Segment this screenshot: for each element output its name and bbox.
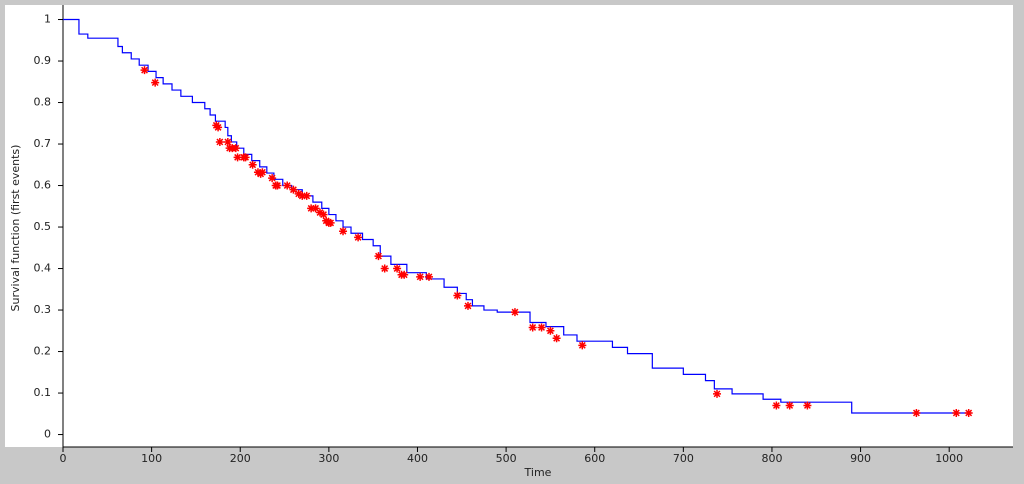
censor-marker xyxy=(416,272,425,281)
censor-marker xyxy=(319,210,328,219)
censor-marker xyxy=(289,185,298,194)
x-tick-label: 1000 xyxy=(935,452,963,465)
censor-marker xyxy=(214,123,223,132)
censor-marker xyxy=(400,270,409,279)
censor-marker xyxy=(326,218,335,227)
censor-marker xyxy=(307,204,316,213)
censor-marker xyxy=(258,168,267,177)
y-tick-label: 0.2 xyxy=(34,345,52,358)
x-tick-label: 800 xyxy=(761,452,782,465)
y-tick-label: 0 xyxy=(44,428,51,441)
censor-marker xyxy=(964,408,973,417)
censor-marker xyxy=(140,66,149,75)
censor-marker xyxy=(528,323,537,332)
censor-marker xyxy=(785,401,794,410)
censor-marker xyxy=(803,401,812,410)
y-tick-label: 0.5 xyxy=(34,220,52,233)
censor-marker xyxy=(552,334,561,343)
y-tick-label: 0.1 xyxy=(34,386,52,399)
x-tick-label: 300 xyxy=(318,452,339,465)
censor-marker xyxy=(772,401,781,410)
x-tick-label: 100 xyxy=(141,452,162,465)
y-tick-label: 1 xyxy=(44,13,51,26)
censor-marker xyxy=(374,252,383,261)
censor-marker xyxy=(302,191,311,200)
x-tick-label: 400 xyxy=(407,452,428,465)
censor-marker xyxy=(393,264,402,273)
censor-marker xyxy=(510,308,519,317)
x-tick-label: 0 xyxy=(60,452,67,465)
x-tick-label: 200 xyxy=(230,452,251,465)
x-tick-label: 500 xyxy=(496,452,517,465)
censor-marker xyxy=(315,208,324,217)
censor-marker xyxy=(215,137,224,146)
survival-curve xyxy=(63,18,972,414)
censor-marker xyxy=(223,137,232,146)
censor-marker xyxy=(283,181,292,190)
censor-marker xyxy=(952,408,961,417)
x-tick-label: 900 xyxy=(850,452,871,465)
censor-marker xyxy=(151,78,160,87)
y-tick-label: 0.9 xyxy=(34,54,52,67)
censor-marker xyxy=(424,272,433,281)
censor-marker xyxy=(546,326,555,335)
y-tick-label: 0.3 xyxy=(34,303,52,316)
censor-marker xyxy=(298,191,307,200)
censor-marker xyxy=(233,153,242,162)
y-tick-label: 0.8 xyxy=(34,96,52,109)
censor-marker xyxy=(311,204,320,213)
y-tick-label: 0.6 xyxy=(34,179,52,192)
censor-marker xyxy=(453,291,462,300)
y-tick-label: 0.7 xyxy=(34,137,52,150)
censor-marker xyxy=(463,301,472,310)
plot-area xyxy=(5,5,1013,447)
censor-marker xyxy=(231,144,240,153)
x-axis-label: Time xyxy=(524,466,552,479)
y-axis-label: Survival function (first events) xyxy=(9,145,22,312)
censor-marker xyxy=(339,227,348,236)
censor-marker xyxy=(578,341,587,350)
censor-marker xyxy=(713,389,722,398)
censor-marker xyxy=(354,233,363,242)
censor-marker xyxy=(537,323,546,332)
censor-marker xyxy=(241,153,250,162)
x-tick-label: 600 xyxy=(584,452,605,465)
censor-marker xyxy=(294,189,303,198)
censor-marker xyxy=(248,160,257,169)
censor-marker xyxy=(912,408,921,417)
censor-marker xyxy=(273,181,282,190)
censor-marker xyxy=(268,174,277,183)
x-tick-label: 700 xyxy=(673,452,694,465)
y-tick-label: 0.4 xyxy=(34,262,52,275)
censor-marker xyxy=(380,264,389,273)
